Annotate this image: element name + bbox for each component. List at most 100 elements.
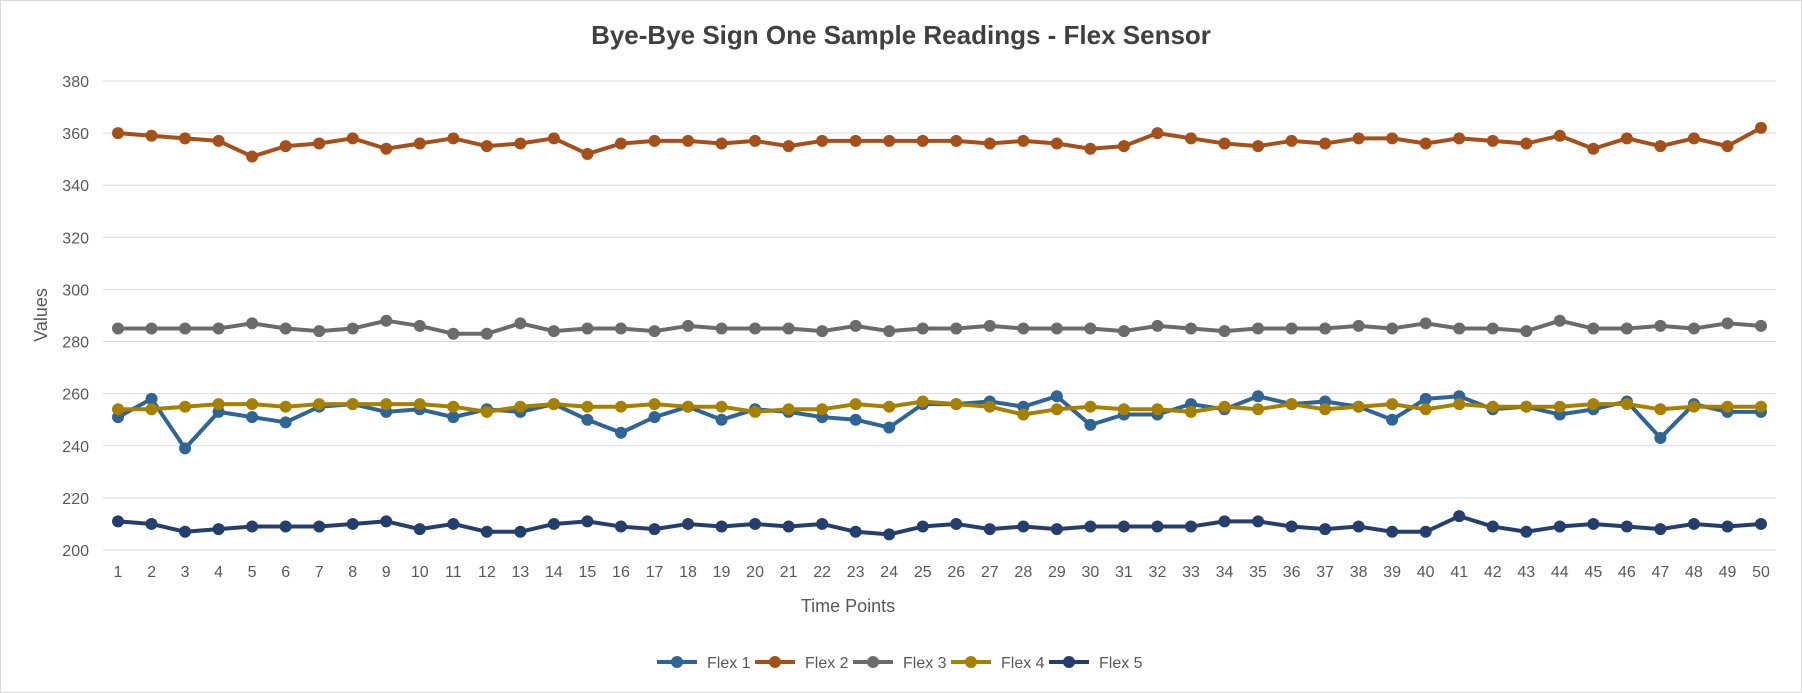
data-point-flex-2	[1252, 140, 1265, 153]
data-point-flex-5	[346, 517, 359, 530]
legend-item-flex-1: Flex 1	[657, 655, 751, 672]
data-point-flex-4	[480, 405, 493, 418]
data-point-flex-4	[1755, 400, 1767, 413]
data-point-flex-3	[1184, 322, 1197, 335]
data-point-flex-5	[1520, 525, 1533, 538]
data-point-flex-1	[1419, 392, 1432, 405]
data-point-flex-5	[1084, 520, 1097, 533]
legend-item-flex-5: Flex 5	[1049, 655, 1143, 672]
data-point-flex-3	[1352, 319, 1365, 332]
data-point-flex-4	[849, 398, 862, 411]
data-point-flex-3	[1553, 314, 1566, 327]
x-tick-label: 39	[1383, 564, 1401, 581]
data-point-flex-4	[1017, 408, 1030, 421]
y-tick-label: 340	[62, 178, 89, 195]
data-point-flex-1	[614, 426, 627, 439]
data-point-flex-4	[1218, 400, 1231, 413]
data-point-flex-3	[1486, 322, 1499, 335]
x-tick-label: 11	[445, 564, 462, 581]
x-tick-label: 15	[579, 564, 597, 581]
data-point-flex-2	[279, 140, 292, 153]
data-point-flex-3	[313, 325, 326, 338]
data-point-flex-2	[883, 134, 896, 147]
data-point-flex-4	[1252, 403, 1265, 416]
data-point-flex-2	[849, 134, 862, 147]
data-point-flex-2	[1553, 129, 1566, 142]
data-point-flex-5	[983, 523, 996, 536]
x-tick-label: 45	[1584, 564, 1602, 581]
data-point-flex-3	[179, 322, 192, 335]
x-tick-label: 13	[511, 564, 529, 581]
legend-item-flex-2: Flex 2	[755, 655, 849, 672]
data-point-flex-3	[380, 314, 393, 327]
data-point-flex-3	[514, 317, 527, 330]
data-point-flex-5	[916, 520, 929, 533]
data-point-flex-4	[179, 400, 192, 413]
data-point-flex-3	[1017, 322, 1030, 335]
data-point-flex-4	[782, 403, 795, 416]
data-point-flex-1	[581, 413, 594, 426]
x-tick-label: 41	[1450, 564, 1468, 581]
x-tick-label: 8	[348, 564, 357, 581]
series-flex-4	[112, 395, 1767, 421]
data-point-flex-2	[983, 137, 996, 150]
data-point-flex-5	[1218, 515, 1231, 528]
data-point-flex-4	[1184, 405, 1197, 418]
data-point-flex-2	[1319, 137, 1332, 150]
x-axis-tick-labels: 1 2 3 4 5 6 7 8 9 10 11 12 13 14 15 16 17 18 19 20 21 22 23 24 2…	[114, 564, 1770, 581]
y-tick-label: 360	[62, 126, 89, 143]
data-point-flex-3	[1050, 322, 1063, 335]
data-point-flex-1	[1386, 413, 1399, 426]
data-point-flex-5	[1285, 520, 1298, 533]
legend-label: Flex 4	[1001, 655, 1045, 672]
y-tick-label: 200	[62, 543, 89, 560]
data-point-flex-4	[950, 398, 963, 411]
data-point-flex-2	[1184, 132, 1197, 145]
data-point-flex-3	[715, 322, 728, 335]
data-point-flex-3	[682, 319, 695, 332]
data-point-flex-5	[1755, 517, 1767, 530]
data-point-flex-5	[614, 520, 627, 533]
data-point-flex-5	[849, 525, 862, 538]
x-tick-label: 29	[1048, 564, 1066, 581]
data-point-flex-4	[983, 400, 996, 413]
x-tick-label: 47	[1652, 564, 1670, 581]
data-point-flex-5	[1453, 510, 1466, 523]
data-point-flex-5	[950, 517, 963, 530]
data-series	[112, 121, 1767, 541]
data-point-flex-2	[145, 129, 158, 142]
data-point-flex-3	[1620, 322, 1633, 335]
data-point-flex-4	[279, 400, 292, 413]
data-point-flex-4	[1553, 400, 1566, 413]
data-point-flex-5	[380, 515, 393, 528]
data-point-flex-5	[246, 520, 259, 533]
data-point-flex-4	[1654, 403, 1667, 416]
data-point-flex-3	[1319, 322, 1332, 335]
data-point-flex-2	[346, 132, 359, 145]
data-point-flex-5	[1050, 523, 1063, 536]
data-point-flex-5	[1184, 520, 1197, 533]
data-point-flex-5	[1721, 520, 1734, 533]
x-tick-label: 49	[1719, 564, 1737, 581]
y-tick-label: 300	[62, 282, 89, 299]
data-point-flex-4	[614, 400, 627, 413]
data-point-flex-2	[1050, 137, 1063, 150]
data-point-flex-3	[1755, 319, 1767, 332]
x-tick-label: 48	[1685, 564, 1703, 581]
data-point-flex-1	[179, 442, 192, 455]
data-point-flex-5	[1352, 520, 1365, 533]
x-tick-label: 26	[947, 564, 965, 581]
legend-label: Flex 3	[903, 655, 947, 672]
data-point-flex-1	[1084, 418, 1097, 431]
gridlines	[103, 80, 1776, 551]
data-point-flex-2	[112, 127, 124, 140]
series-line-flex-3	[118, 318, 1762, 336]
data-point-flex-3	[1654, 319, 1667, 332]
y-tick-label: 220	[62, 491, 89, 508]
data-point-flex-2	[179, 132, 192, 145]
y-tick-label: 260	[62, 387, 89, 404]
data-point-flex-2	[950, 134, 963, 147]
data-point-flex-3	[883, 325, 896, 338]
x-tick-label: 17	[646, 564, 664, 581]
data-point-flex-4	[1453, 398, 1466, 411]
